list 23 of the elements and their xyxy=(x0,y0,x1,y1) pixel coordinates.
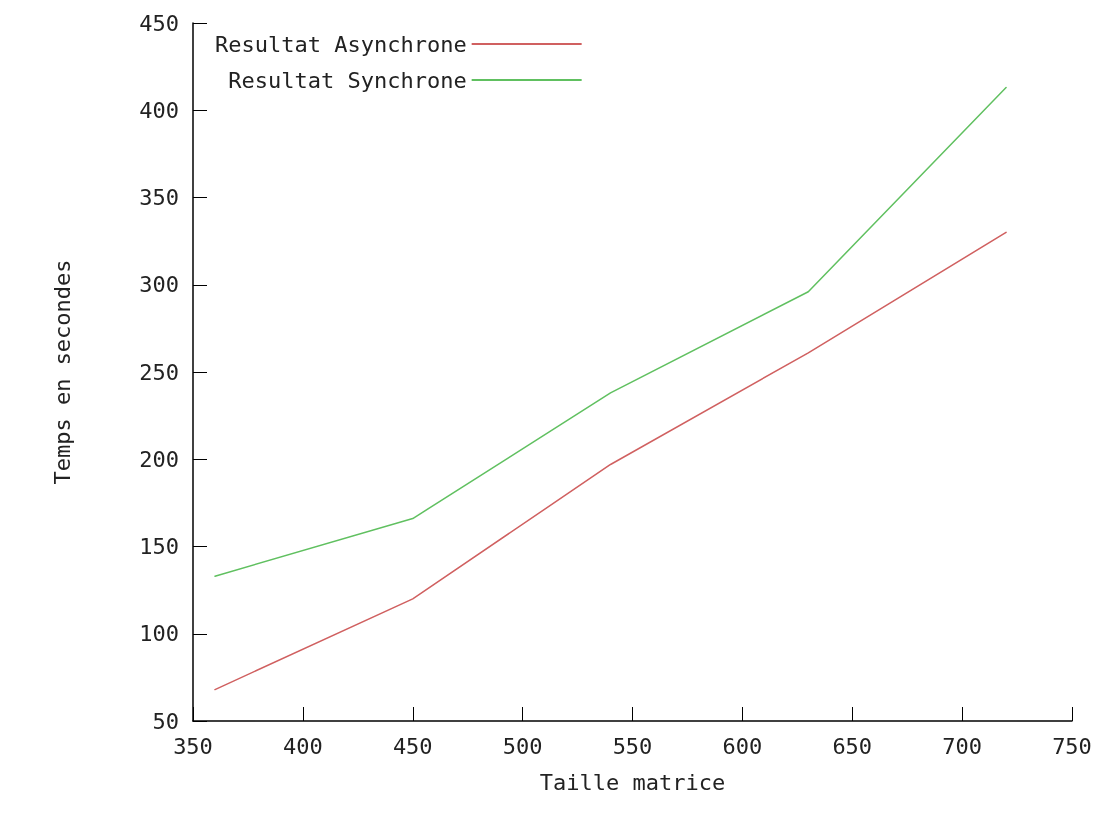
x-tick-label: 650 xyxy=(832,733,873,759)
y-axis-title: Temps en secondes xyxy=(49,259,75,485)
x-tick-label: 400 xyxy=(283,733,323,759)
x-tick-label: 750 xyxy=(1052,733,1092,759)
x-tick-label: 700 xyxy=(942,733,982,759)
y-tick-label: 200 xyxy=(139,446,179,472)
x-tick-label: 450 xyxy=(392,733,433,759)
y-tick-label: 150 xyxy=(139,534,179,559)
y-tick-label: 100 xyxy=(139,621,179,647)
x-tick-label: 550 xyxy=(612,733,653,759)
legend-label: Resultat Synchrone xyxy=(228,67,467,93)
line-series xyxy=(214,231,1007,691)
y-tick-label: 50 xyxy=(152,708,179,734)
x-tick-label: 350 xyxy=(173,733,213,759)
x-axis-title: Taille matrice xyxy=(539,769,726,795)
y-tick-label: 350 xyxy=(139,185,179,210)
x-tick-label: 600 xyxy=(722,733,763,759)
y-tick-label: 400 xyxy=(139,97,179,123)
legend-label: Resultat Asynchrone xyxy=(214,31,467,57)
y-tick-label: 450 xyxy=(139,10,179,36)
y-tick-label: 250 xyxy=(139,359,179,385)
y-tick-label: 300 xyxy=(139,272,179,298)
x-tick-label: 500 xyxy=(502,733,543,759)
